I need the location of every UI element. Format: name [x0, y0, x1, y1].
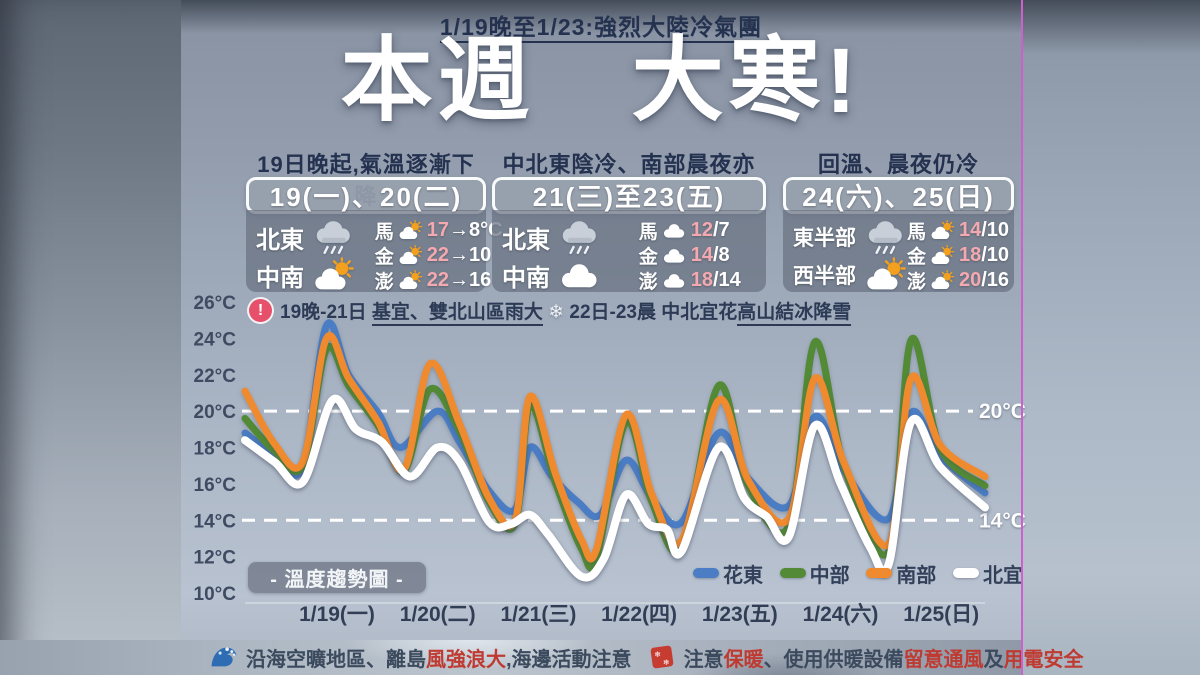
- cloud-icon: [557, 256, 603, 294]
- svg-text:❄: ❄: [654, 650, 661, 659]
- magenta-divider-line: [1021, 0, 1023, 675]
- y-axis-tick: 20°C: [194, 402, 237, 423]
- island-label: 金: [374, 247, 394, 268]
- background-right-photo: [1023, 0, 1200, 675]
- rain-cloud-icon: [311, 218, 357, 256]
- partly-sunny-icon: [311, 256, 357, 294]
- legend-item-central: 中部: [779, 559, 850, 588]
- y-axis-tick: 22°C: [194, 366, 237, 387]
- y-axis-tick: 26°C: [194, 293, 237, 314]
- cloud-icon: [661, 270, 688, 291]
- partly-sunny-icon: [397, 245, 424, 266]
- series-line-北宜: [241, 394, 989, 582]
- y-axis-tick: 16°C: [194, 475, 237, 496]
- region-label: 東半部: [793, 227, 856, 250]
- island-temps: 22→16: [426, 269, 492, 291]
- y-axis-tick: 10°C: [194, 584, 237, 605]
- rain-cloud-icon: [863, 218, 909, 256]
- island-label: 澎: [906, 272, 926, 293]
- marine-caution-text: 沿海空曠地區、離島風強浪大,海邊活動注意: [246, 648, 632, 671]
- background-left-photo: [0, 0, 181, 675]
- cloud-icon: [661, 220, 688, 241]
- wave-icon: [210, 644, 238, 670]
- x-axis-tick: 1/22(四): [601, 603, 677, 626]
- y-axis-tick: 14°C: [194, 511, 237, 532]
- region-label: 中南: [256, 264, 304, 292]
- partly-sunny-icon: [397, 270, 424, 291]
- chart-title-pill: - 溫度趨勢圖 -: [248, 562, 426, 593]
- svg-text:❄: ❄: [663, 658, 670, 667]
- island-temps: 12/7: [690, 219, 730, 241]
- legend-swatch-blue: [693, 568, 719, 578]
- partly-sunny-icon: [929, 220, 956, 241]
- temperature-trend-chart: 26°C 24°C 22°C 20°C 18°C 16°C 14°C 12°C 10°C 20°C…: [194, 293, 1026, 626]
- weather-alert: ! 19晚-21日 基宜、雙北山區雨大 ❄ 22日-23晨 中北宜花高山結冰降雪: [249, 297, 852, 326]
- island-label: 金: [638, 247, 658, 268]
- island-label: 馬: [906, 222, 926, 243]
- partly-sunny-icon: [397, 220, 424, 241]
- panel-3-date-range: 24(六)、25(日): [783, 177, 1014, 214]
- warmth-caution-text: 注意保暖、使用供暖設備留意通風及用電安全: [683, 648, 1084, 671]
- warning-icon: !: [249, 299, 272, 322]
- alert-part1: 19晚-21日: [280, 302, 372, 323]
- island-label: 澎: [638, 272, 658, 293]
- y-axis-tick: 24°C: [194, 329, 237, 350]
- warm-pack-icon: ❄ ❄: [648, 644, 676, 670]
- region-label: 西半部: [793, 265, 856, 288]
- partly-sunny-icon: [863, 256, 909, 294]
- island-temps: 20/16: [958, 269, 1010, 291]
- panel-2-date-range: 21(三)至23(五): [492, 177, 766, 214]
- legend-item-huadong: 花東: [693, 559, 763, 588]
- forecast-panel-2: 21(三)至23(五) 北東 中南 馬 12/7: [492, 177, 766, 294]
- legend-item-beiyi: 北宜: [952, 559, 1023, 588]
- cloud-icon: [661, 245, 688, 266]
- region-label: 北東: [502, 226, 550, 254]
- alert-underlined-1: 基宜、雙北山區雨大: [371, 302, 543, 326]
- island-label: 馬: [638, 222, 658, 243]
- island-temps: 14/10: [958, 219, 1010, 241]
- island-temps: 22→10: [426, 244, 492, 266]
- island-label: 澎: [374, 272, 394, 293]
- island-temps: 14/8: [690, 244, 730, 266]
- page-title: 本週 大寒!: [340, 30, 862, 132]
- island-label: 金: [906, 247, 926, 268]
- x-axis-tick: 1/24(六): [803, 603, 879, 626]
- legend-swatch-orange: [866, 568, 893, 578]
- island-label: 馬: [374, 222, 394, 243]
- legend-swatch-green: [779, 568, 806, 578]
- footer-cautions: 沿海空曠地區、離島風強浪大,海邊活動注意 ❄ ❄ 注意保暖、使用供暖設備留意通風…: [210, 642, 1084, 672]
- reference-line-label: 20°C: [979, 400, 1026, 423]
- reference-line-label: 14°C: [979, 509, 1026, 532]
- chart-legend: 花東 中部 南部 北宜: [693, 559, 1023, 588]
- snowflake-icon: ❄: [548, 302, 565, 323]
- panel-3-header: 回溫、晨夜仍冷: [817, 152, 979, 177]
- partly-sunny-icon: [929, 245, 956, 266]
- island-temps: 18/14: [690, 269, 741, 291]
- legend-swatch-white: [952, 568, 979, 578]
- forecast-panel-1: 19(一)、20(二) 北東 中南 馬 17→8°C: [246, 177, 503, 294]
- alert-part2: 22日-23晨 中北宜花: [564, 302, 738, 323]
- top-banner: 1/19晚至1/23:強烈大陸冷氣團: [181, 8, 1021, 43]
- x-axis-tick: 1/25(日): [903, 603, 979, 626]
- x-axis-tick: 1/19(一): [299, 603, 375, 626]
- panel-1-date-range: 19(一)、20(二): [246, 177, 486, 214]
- island-temps: 17→8°C: [426, 219, 503, 241]
- bottom-photo-band: [0, 640, 1021, 675]
- x-axis-tick: 1/21(三): [500, 603, 576, 626]
- legend-item-south: 南部: [866, 559, 936, 588]
- region-label: 中南: [502, 264, 550, 292]
- series-line-南部: [241, 332, 989, 563]
- rain-cloud-icon: [557, 218, 603, 256]
- x-axis-tick: 1/23(五): [702, 603, 778, 626]
- y-axis-tick: 18°C: [194, 439, 237, 460]
- forecast-panel-3: 24(六)、25(日) 東半部 西半部 馬 14/10: [783, 177, 1014, 294]
- alert-underlined-2: 高山結冰降雪: [737, 302, 852, 326]
- banner-text: 1/19晚至1/23:強烈大陸冷氣團: [439, 14, 763, 43]
- x-axis-tick: 1/20(二): [400, 603, 476, 626]
- region-label: 北東: [256, 226, 304, 254]
- y-axis-tick: 12°C: [194, 548, 237, 569]
- island-temps: 18/10: [958, 244, 1010, 266]
- partly-sunny-icon: [929, 270, 956, 291]
